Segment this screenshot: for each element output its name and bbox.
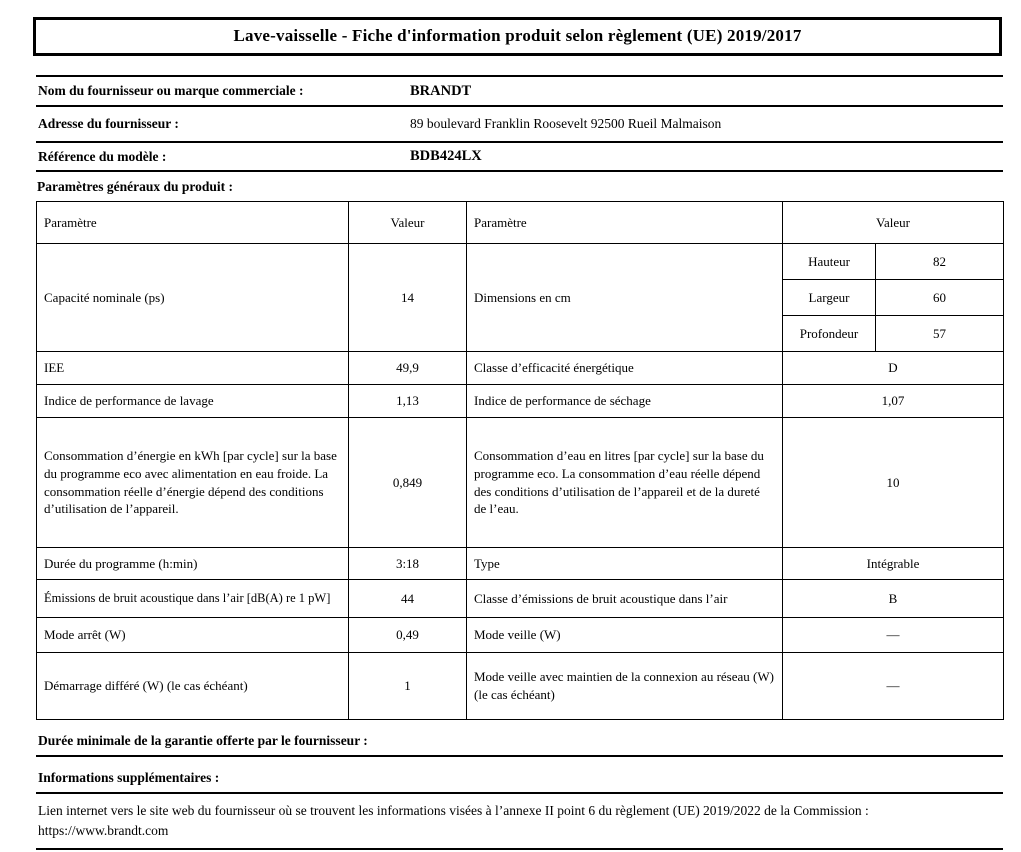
- energy-class-label: Classe d’efficacité énergétique: [466, 351, 783, 385]
- network-standby-label: Mode veille avec maintien de la connexio…: [466, 652, 783, 720]
- supplier-name-label: Nom du fournisseur ou marque commerciale…: [38, 83, 304, 98]
- supplier-name-value: BRANDT: [410, 82, 472, 99]
- dimensions-label: Dimensions en cm: [466, 243, 783, 352]
- header-value-left: Valeur: [348, 201, 467, 244]
- iee-row: IEE 49,9 Classe d’efficacité énergétique…: [36, 351, 1004, 385]
- performance-index-row: Indice de performance de lavage 1,13 Ind…: [36, 384, 1004, 418]
- general-params-heading: Paramètres généraux du produit :: [37, 179, 233, 194]
- capacity-dimensions-row: Capacité nominale (ps) 14 Dimensions en …: [36, 243, 1004, 352]
- duration-type-row: Durée du programme (h:min) 3:18 Type Int…: [36, 547, 1004, 580]
- model-reference-label: Référence du modèle :: [38, 148, 167, 164]
- standby-mode-value: —: [782, 617, 1004, 653]
- water-consumption-value: 10: [782, 417, 1004, 548]
- noise-emissions-label: Émissions de bruit acoustique dans l’air…: [36, 579, 349, 618]
- standby-mode-label: Mode veille (W): [466, 617, 783, 653]
- supplier-address-label: Adresse du fournisseur :: [38, 116, 179, 131]
- capacity-label: Capacité nominale (ps): [36, 243, 349, 352]
- supplier-link-section: Lien internet vers le site web du fourni…: [36, 794, 1003, 850]
- delayed-start-row: Démarrage différé (W) (le cas échéant) 1…: [36, 652, 1004, 720]
- supplier-info-section: Nom du fournisseur ou marque commerciale…: [36, 75, 1003, 172]
- supplier-address-value: 89 boulevard Franklin Roosevelt 92500 Ru…: [410, 116, 722, 131]
- model-reference-row: Référence du modèle : BDB424LX: [36, 143, 1003, 172]
- capacity-value: 14: [348, 243, 467, 352]
- page-title: Lave-vaisselle - Fiche d'information pro…: [233, 26, 802, 45]
- energy-consumption-label: Consommation d’énergie en kWh [par cycle…: [36, 417, 349, 548]
- header-value-right: Valeur: [782, 201, 1004, 244]
- dimension-depth-row: Profondeur 57: [37, 315, 1004, 352]
- additional-info-section: Informations supplémentaires :: [36, 757, 1003, 794]
- water-consumption-label: Consommation d’eau en litres [par cycle]…: [466, 417, 783, 548]
- supplier-link-text: Lien internet vers le site web du fourni…: [38, 803, 869, 818]
- wash-index-value: 1,13: [348, 384, 467, 418]
- type-label: Type: [466, 547, 783, 580]
- dimension-width-label: Largeur: [782, 279, 876, 316]
- delayed-start-label: Démarrage différé (W) (le cas échéant): [36, 652, 349, 720]
- product-information-sheet: Lave-vaisselle - Fiche d'information pro…: [0, 17, 1021, 852]
- title-box: Lave-vaisselle - Fiche d'information pro…: [33, 17, 1002, 56]
- program-duration-label: Durée du programme (h:min): [36, 547, 349, 580]
- noise-class-label: Classe d’émissions de bruit acoustique d…: [466, 579, 783, 618]
- header-param-left: Paramètre: [36, 201, 349, 244]
- network-standby-value: —: [782, 652, 1004, 720]
- warranty-section: Durée minimale de la garantie offerte pa…: [36, 720, 1003, 757]
- dimension-width-value: 60: [875, 279, 1004, 316]
- dimension-height-label: Hauteur: [782, 243, 876, 280]
- consumption-row: Consommation d’énergie en kWh [par cycle…: [36, 417, 1004, 548]
- supplier-name-row: Nom du fournisseur ou marque commerciale…: [36, 77, 1003, 107]
- iee-value: 49,9: [348, 351, 467, 385]
- iee-label: IEE: [36, 351, 349, 385]
- model-reference-value: BDB424LX: [410, 148, 482, 164]
- dry-index-label: Indice de performance de séchage: [466, 384, 783, 418]
- energy-class-value: D: [782, 351, 1004, 385]
- dimension-height-value: 82: [875, 243, 1004, 280]
- delayed-start-value: 1: [348, 652, 467, 720]
- dry-index-value: 1,07: [782, 384, 1004, 418]
- noise-row: Émissions de bruit acoustique dans l’air…: [36, 579, 1004, 618]
- dimension-depth-label: Profondeur: [782, 315, 876, 352]
- off-mode-value: 0,49: [348, 617, 467, 653]
- general-params-table: Paramètre Valeur Paramètre Valeur Capaci…: [36, 201, 1004, 720]
- dimension-depth-value: 57: [875, 315, 1004, 352]
- noise-class-value: B: [782, 579, 1004, 618]
- supplier-link-url: https://www.brandt.com: [38, 823, 169, 839]
- program-duration-value: 3:18: [348, 547, 467, 580]
- dimension-width-row: Largeur 60: [37, 279, 1004, 316]
- warranty-heading: Durée minimale de la garantie offerte pa…: [38, 733, 368, 748]
- supplier-address-row: Adresse du fournisseur : 89 boulevard Fr…: [36, 107, 1003, 143]
- type-value: Intégrable: [782, 547, 1004, 580]
- table-header-row: Paramètre Valeur Paramètre Valeur: [36, 201, 1004, 244]
- energy-consumption-value: 0,849: [348, 417, 467, 548]
- wash-index-label: Indice de performance de lavage: [36, 384, 349, 418]
- noise-emissions-value: 44: [348, 579, 467, 618]
- additional-info-heading: Informations supplémentaires :: [38, 770, 220, 785]
- off-standby-row: Mode arrêt (W) 0,49 Mode veille (W) —: [36, 617, 1004, 653]
- off-mode-label: Mode arrêt (W): [36, 617, 349, 653]
- header-param-right: Paramètre: [466, 201, 783, 244]
